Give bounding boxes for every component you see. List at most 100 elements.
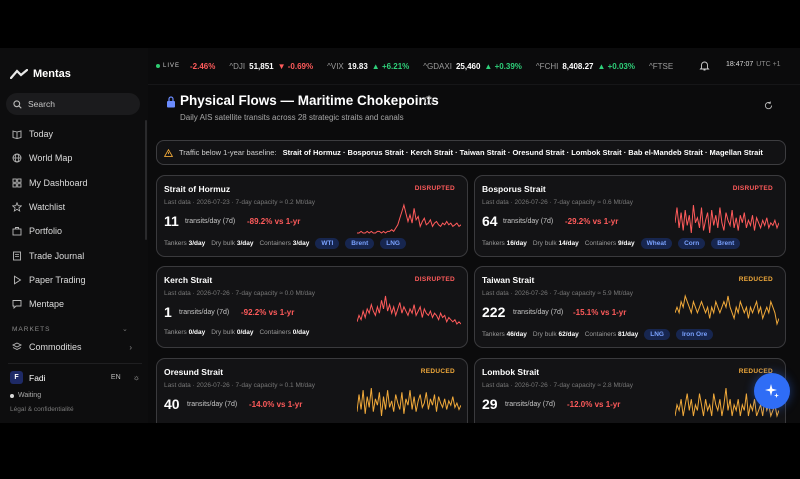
chokepoint-card-taiwan[interactable]: Taiwan Strait REDUCED Last data · 2026-0… xyxy=(474,266,786,348)
tankers-stat: Tankers 46/day xyxy=(482,331,527,338)
sparkline-series xyxy=(357,387,461,417)
dry-bulk-stat: Dry bulk 14/day xyxy=(532,240,579,247)
chevron-down-icon[interactable]: ⌄ xyxy=(122,326,128,333)
sidebar-item-trade-journal[interactable]: Trade Journal xyxy=(12,243,140,267)
transits-unit: transits/day (7d) xyxy=(513,309,564,316)
commodity-tag[interactable]: LNG xyxy=(644,329,670,340)
sidebar-scrollbar[interactable] xyxy=(145,120,147,240)
chokepoint-card-oresund[interactable]: Oresund Strait REDUCED Last data · 2026-… xyxy=(156,358,468,423)
chokepoint-card-bosporus[interactable]: Bosporus Strait DISRUPTED Last data · 20… xyxy=(474,175,786,257)
commodity-tag[interactable]: Brent xyxy=(345,238,375,249)
sidebar-item-watchlist[interactable]: Watchlist xyxy=(12,195,140,219)
card-title: Lombok Strait xyxy=(482,367,540,377)
sparkline-chart xyxy=(675,294,779,326)
status-badge: DISRUPTED xyxy=(732,185,773,192)
ship-icon xyxy=(167,96,175,108)
ticker-change: ▲ +0.03% xyxy=(597,61,635,71)
sparkline-chart xyxy=(675,204,779,234)
ticker-item-ftse[interactable]: ^FTSE xyxy=(649,62,673,71)
status-badge: REDUCED xyxy=(738,276,773,283)
transits-unit: transits/day (7d) xyxy=(503,218,554,225)
sidebar-item-my-dashboard[interactable]: My Dashboard xyxy=(12,171,140,195)
sidebar-item-world-map[interactable]: World Map xyxy=(12,146,140,170)
sun-icon[interactable]: ☼ xyxy=(132,373,140,382)
sidebar-item-label: My Dashboard xyxy=(29,177,88,188)
clock-time: 18:47:07 xyxy=(726,61,754,68)
commodity-tag[interactable]: Brent xyxy=(711,238,741,249)
card-meta: Last data · 2026-07-23 · 7-day capacity … xyxy=(164,199,315,206)
user-name[interactable]: Fadi xyxy=(29,372,46,383)
containers-stat: Containers 0/day xyxy=(259,329,310,336)
sparkline-series xyxy=(675,204,779,234)
dry-bulk-stat: Dry bulk 62/day xyxy=(532,331,579,338)
sidebar-item-mentape[interactable]: Mentape xyxy=(12,292,140,316)
chokepoint-card-hormuz[interactable]: Strait of Hormuz DISRUPTED Last data · 2… xyxy=(156,175,468,257)
legal-link[interactable]: Légal & confidentialité xyxy=(10,406,74,413)
containers-stat: Containers 81/day xyxy=(584,331,639,338)
commodity-tag[interactable]: WTI xyxy=(315,238,340,249)
chevron-right-icon: › xyxy=(129,342,132,352)
commodity-tag[interactable]: Iron Ore xyxy=(675,329,714,340)
chat-icon xyxy=(12,300,22,310)
avatar[interactable]: F xyxy=(10,371,23,384)
card-title: Strait of Hormuz xyxy=(164,184,231,194)
chokepoint-card-lombok[interactable]: Lombok Strait REDUCED Last data · 2026-0… xyxy=(474,358,786,423)
sidebar-item-label: Today xyxy=(29,129,54,140)
ticker-change: ▼ -0.69% xyxy=(277,61,314,71)
search-input[interactable]: Search xyxy=(6,93,140,115)
containers-stat: Containers 3/day xyxy=(259,240,310,247)
card-meta: Last data · 2026-07-26 · 7-day capacity … xyxy=(164,290,315,297)
sidebar-item-commodities[interactable]: Commodities › xyxy=(12,342,132,352)
transits-value: 222 xyxy=(482,304,506,320)
ticker-item-fchi[interactable]: ^FCHI 8,408.27 ▲ +0.03% xyxy=(536,62,635,71)
ticker-value: 8,408.27 xyxy=(562,61,594,71)
page-title: Physical Flows — Maritime Chokepoints xyxy=(180,93,439,108)
brand[interactable]: Mentas xyxy=(10,68,71,80)
card-meta: Last data · 2026-07-26 · 7-day capacity … xyxy=(164,382,315,389)
vessel-breakdown: Tankers 3/day Dry bulk 3/day Containers … xyxy=(164,238,406,249)
commodity-tag[interactable]: Wheat xyxy=(640,238,673,249)
yoy-delta: -29.2% vs 1-yr xyxy=(565,217,619,226)
refresh-icon[interactable] xyxy=(764,101,773,110)
tankers-stat: Tankers 16/day xyxy=(482,240,527,247)
commodity-tag[interactable]: Corn xyxy=(678,238,706,249)
ai-assistant-button[interactable] xyxy=(754,373,790,409)
grid-icon xyxy=(12,178,22,188)
connection-status-text: Waiting xyxy=(18,392,42,399)
ticker-item-vix[interactable]: ^VIX 19.83 ▲ +6.21% xyxy=(327,62,409,71)
transits-unit: transits/day (7d) xyxy=(185,218,236,225)
ticker-value: 51,851 xyxy=(249,61,274,71)
sidebar-item-portfolio[interactable]: Portfolio xyxy=(12,219,140,243)
sidebar-item-label: Commodities xyxy=(29,342,82,352)
ticker-change: -2.46% xyxy=(190,61,216,71)
page-subtitle: Daily AIS satellite transits across 28 s… xyxy=(180,113,404,122)
chokepoint-card-kerch[interactable]: Kerch Strait DISRUPTED Last data · 2026-… xyxy=(156,266,468,348)
help-icon[interactable]: ? xyxy=(424,96,433,105)
status-badge: REDUCED xyxy=(420,368,455,375)
sidebar-item-label: Paper Trading xyxy=(29,274,86,285)
sidebar-divider xyxy=(8,363,142,364)
clock-timezone: UTC +1 xyxy=(756,61,781,68)
sparkline-series xyxy=(675,294,779,326)
transits-value: 40 xyxy=(164,396,180,412)
sidebar-item-today[interactable]: Today xyxy=(12,122,140,146)
ticker-value: 19.83 xyxy=(347,61,368,71)
ticker-item-dji[interactable]: ^DJI 51,851 ▼ -0.69% xyxy=(229,62,313,71)
dry-bulk-stat: Dry bulk 0/day xyxy=(211,329,254,336)
tankers-stat: Tankers 3/day xyxy=(164,240,206,247)
ticker-item-gdaxi[interactable]: ^GDAXI 25,460 ▲ +0.39% xyxy=(423,62,522,71)
commodity-tag[interactable]: LNG xyxy=(380,238,406,249)
live-dot-icon xyxy=(156,64,160,68)
status-dot-icon xyxy=(10,393,14,398)
vessel-breakdown: Tankers 16/day Dry bulk 14/day Container… xyxy=(482,238,741,249)
market-ticker: LIVE -2.46% ^DJI 51,851 ▼ -0.69% ^VIX 19… xyxy=(148,48,800,84)
bell-icon[interactable] xyxy=(699,60,710,71)
app-window: Mentas Search Today World Map My Dashboa… xyxy=(0,48,800,423)
sidebar-item-paper-trading[interactable]: Paper Trading xyxy=(12,268,140,292)
transits-unit: transits/day (7d) xyxy=(505,401,556,408)
briefcase-icon xyxy=(12,227,22,236)
language-toggle[interactable]: EN xyxy=(110,374,121,381)
alert-lead: Traffic below 1-year baseline: xyxy=(179,148,277,157)
sidebar: Mentas Search Today World Map My Dashboa… xyxy=(0,48,148,423)
card-title: Taiwan Strait xyxy=(482,275,535,285)
